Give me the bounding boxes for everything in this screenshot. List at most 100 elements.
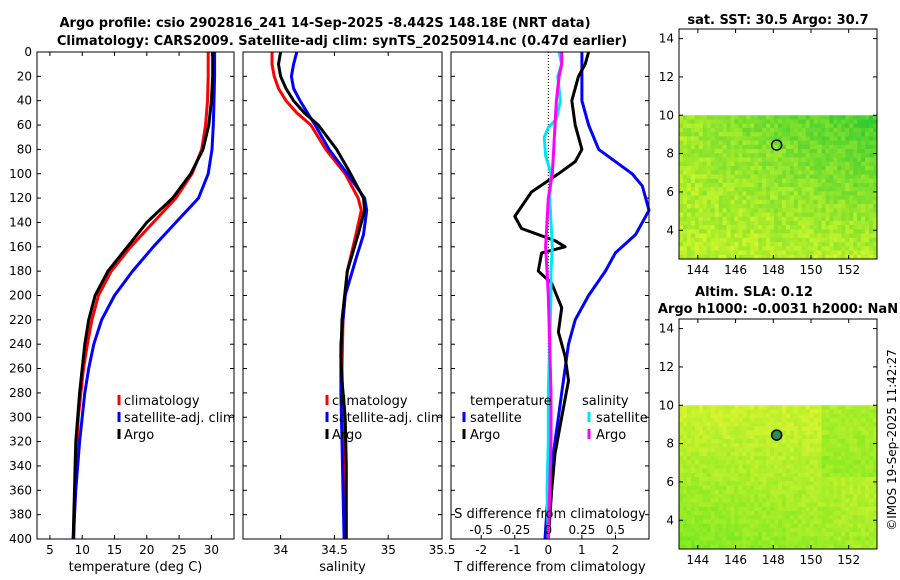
heatmap-cell (746, 119, 751, 125)
heatmap-cell (809, 220, 814, 226)
heatmap-cell (781, 451, 787, 457)
heatmap-cell (686, 405, 692, 410)
heatmap-cell (770, 246, 775, 251)
heatmap-cell (789, 187, 795, 192)
heatmap-cell (869, 532, 874, 537)
heatmap-cell (690, 204, 696, 209)
heatmap-cell (762, 409, 767, 415)
heatmap-cell (829, 136, 834, 141)
heatmap-cell (682, 140, 688, 146)
heatmap-cell (746, 182, 751, 188)
heatmap-cell (706, 157, 711, 163)
heatmap-cell (849, 447, 854, 453)
heatmap-cell (734, 417, 739, 423)
heatmap-cell (825, 451, 830, 457)
heatmap-cell (718, 532, 723, 537)
heatmap-cell (853, 494, 858, 499)
heatmap-cell (817, 132, 822, 137)
heatmap-cell (869, 447, 874, 453)
heatmap-cell (781, 115, 787, 120)
heatmap-cell (841, 115, 846, 120)
heatmap-cell (694, 220, 700, 226)
heatmap-cell (694, 119, 700, 125)
heatmap-cell (754, 165, 759, 171)
heatmap-cell (829, 468, 834, 474)
heatmap-cell (694, 153, 700, 158)
heatmap-cell (750, 212, 755, 218)
heatmap-cell (825, 123, 830, 129)
heatmap-cell (690, 127, 696, 133)
heatmap-cell (746, 413, 751, 419)
heatmap-cell (849, 165, 854, 171)
heatmap-cell (853, 468, 858, 474)
heatmap-cell (873, 225, 878, 230)
heatmap-cell (857, 515, 862, 520)
heatmap-cell (766, 460, 771, 465)
heatmap-cell (785, 140, 791, 146)
heatmap-cell (833, 455, 838, 461)
heatmap-cell (785, 161, 791, 167)
heatmap-cell (734, 225, 739, 230)
heatmap-cell (734, 422, 739, 427)
heatmap-cell (758, 208, 763, 213)
heatmap-cell (679, 199, 684, 205)
heatmap-cell (841, 426, 846, 431)
heatmap-cell (785, 417, 791, 423)
heatmap-cell (690, 140, 696, 146)
heatmap-cell (734, 199, 739, 205)
y-tick-label: 260 (9, 362, 32, 376)
heatmap-cell (734, 170, 739, 175)
heatmap-cell (805, 157, 810, 163)
heatmap-cell (726, 544, 731, 550)
heatmap-cell (837, 455, 842, 461)
heatmap-cell (833, 494, 838, 499)
heatmap-cell (869, 405, 874, 410)
heatmap-cell (809, 409, 814, 415)
heatmap-cell (833, 199, 838, 205)
heatmap-cell (734, 506, 739, 512)
heatmap-cell (841, 212, 846, 218)
heatmap-cell (793, 149, 799, 154)
heatmap-cell (865, 413, 870, 419)
heatmap-cell (770, 477, 775, 482)
heatmap-cell (734, 527, 739, 533)
heatmap-cell (849, 519, 854, 524)
heatmap-cell (785, 115, 791, 120)
heatmap-cell (809, 451, 814, 457)
heatmap-cell (726, 464, 731, 469)
heatmap-cell (801, 443, 807, 448)
heatmap-cell (742, 242, 747, 247)
heatmap-cell (778, 439, 783, 444)
heatmap-cell (805, 430, 810, 436)
heatmap-cell (781, 153, 787, 158)
heatmap-cell (730, 165, 735, 171)
heatmap-cell (793, 254, 799, 260)
heatmap-cell (861, 417, 866, 423)
heatmap-cell (726, 237, 731, 243)
heatmap-cell (718, 523, 723, 529)
heatmap-cell (857, 242, 862, 247)
heatmap-cell (853, 153, 858, 158)
heatmap-cell (825, 464, 830, 469)
heatmap-cell (861, 460, 866, 465)
heatmap-cell (746, 204, 751, 209)
heatmap-cell (774, 460, 779, 465)
heatmap-cell (785, 220, 791, 226)
difference-xlabel-top: S difference from climatology (454, 507, 646, 522)
heatmap-cell (738, 443, 743, 448)
legend-label: Argo (124, 428, 154, 443)
heatmap-cell (770, 489, 775, 495)
heatmap-cell (789, 494, 795, 499)
heatmap-cell (865, 144, 870, 150)
heatmap-cell (805, 212, 810, 218)
heatmap-cell (774, 250, 779, 256)
heatmap-cell (738, 191, 743, 196)
heatmap-cell (813, 157, 818, 163)
heatmap-cell (778, 115, 783, 120)
heatmap-cell (853, 123, 858, 129)
heatmap-cell (694, 422, 700, 427)
heatmap-cell (789, 242, 795, 247)
heatmap-cell (706, 246, 711, 251)
heatmap-cell (686, 165, 692, 171)
heatmap-cell (829, 434, 834, 440)
